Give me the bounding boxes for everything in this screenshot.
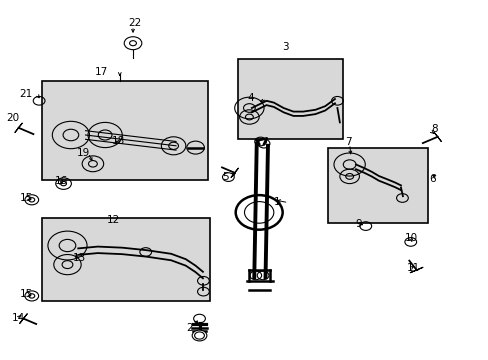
Text: 1: 1 [273,197,280,207]
Text: 17: 17 [95,67,108,77]
FancyBboxPatch shape [41,218,210,301]
FancyBboxPatch shape [238,59,343,139]
Circle shape [192,330,206,341]
Text: 11: 11 [406,263,419,273]
Text: 12: 12 [106,215,120,225]
Text: 15: 15 [20,193,33,203]
Text: 5: 5 [222,172,228,183]
Text: 20: 20 [6,113,19,123]
Text: 6: 6 [428,174,435,184]
Text: 7: 7 [345,137,351,147]
FancyBboxPatch shape [327,148,427,223]
Text: 15: 15 [20,289,33,300]
Text: 21: 21 [19,89,32,99]
Text: 22: 22 [127,18,141,28]
Text: 8: 8 [430,124,437,134]
Text: 19: 19 [77,148,90,158]
Text: 10: 10 [404,233,417,243]
Text: 4: 4 [247,93,254,103]
Text: 2: 2 [186,323,193,333]
Text: 9: 9 [355,219,362,229]
Text: 14: 14 [12,312,25,323]
Text: 16: 16 [55,176,68,186]
FancyBboxPatch shape [41,81,207,180]
Text: 3: 3 [281,42,288,52]
Text: 18: 18 [111,136,124,146]
Text: 13: 13 [72,253,85,263]
